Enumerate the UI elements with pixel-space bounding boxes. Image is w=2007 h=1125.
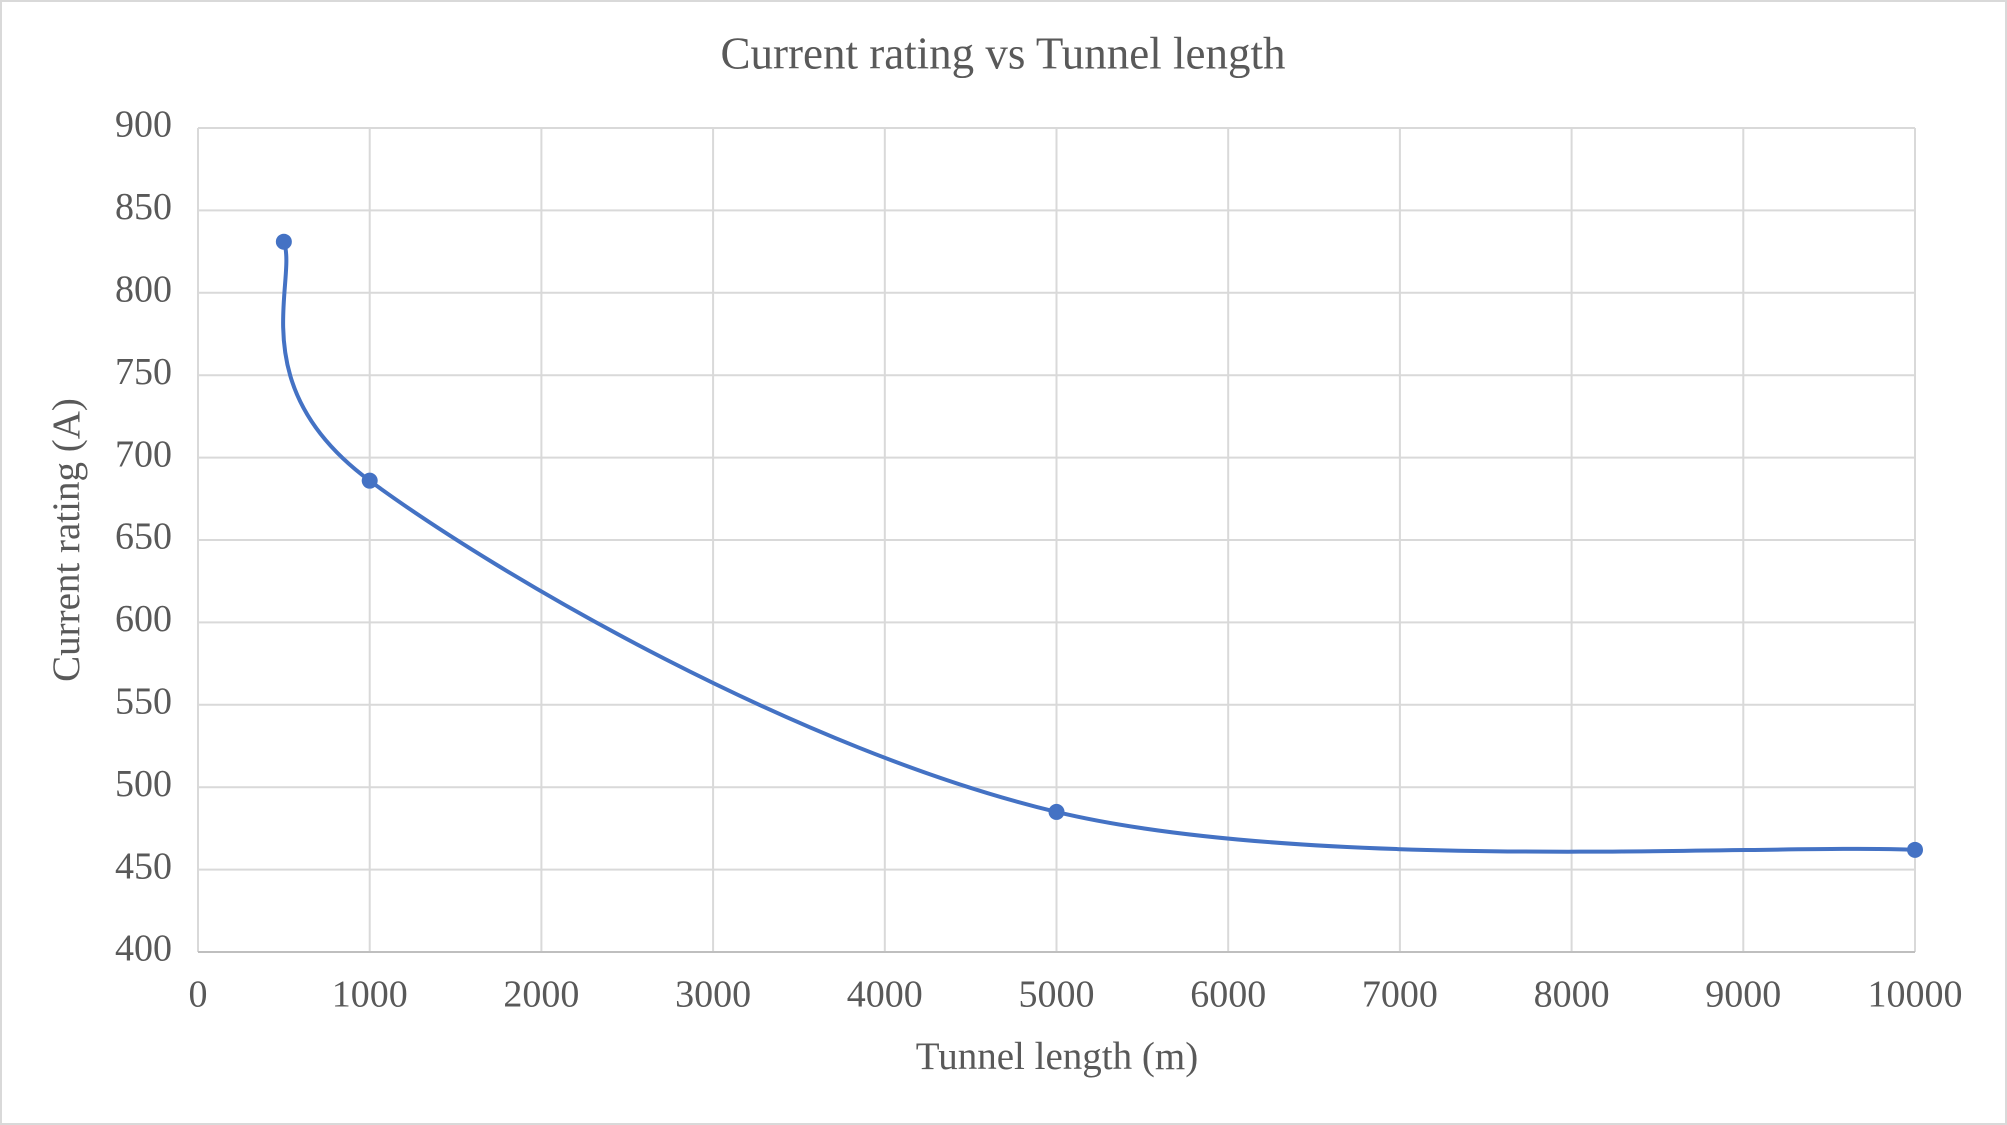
y-tick-label: 450 (115, 845, 172, 887)
y-tick-label: 600 (115, 598, 172, 640)
x-tick-label: 1000 (332, 974, 408, 1016)
y-tick-label: 850 (115, 186, 172, 228)
y-tick-label: 700 (115, 433, 172, 475)
y-tick-label: 500 (115, 763, 172, 805)
x-tick-label: 6000 (1190, 974, 1266, 1016)
x-tick-label: 9000 (1705, 974, 1781, 1016)
x-tick-label: 4000 (847, 974, 923, 1016)
y-axis-title: Current rating (A) (45, 398, 88, 682)
data-point (361, 472, 378, 489)
x-tick-label: 10000 (1868, 974, 1963, 1016)
x-tick-label: 5000 (1019, 974, 1095, 1016)
y-tick-label: 400 (115, 928, 172, 970)
x-tick-label: 2000 (503, 974, 579, 1016)
x-tick-label: 8000 (1534, 974, 1610, 1016)
y-tick-label: 650 (115, 516, 172, 558)
data-point (1907, 841, 1923, 858)
chart-title: Current rating vs Tunnel length (721, 28, 1286, 78)
x-axis-title: Tunnel length (m) (916, 1035, 1198, 1078)
data-point (1048, 803, 1065, 820)
x-tick-label: 0 (189, 974, 208, 1016)
y-tick-label: 900 (115, 104, 172, 146)
y-tick-label: 750 (115, 351, 172, 393)
y-tick-label: 550 (115, 681, 172, 723)
y-tick-label: 800 (115, 269, 172, 311)
data-point (275, 233, 292, 250)
x-tick-label: 3000 (675, 974, 751, 1016)
x-tick-label: 7000 (1362, 974, 1438, 1016)
series-line (281, 241, 1916, 854)
